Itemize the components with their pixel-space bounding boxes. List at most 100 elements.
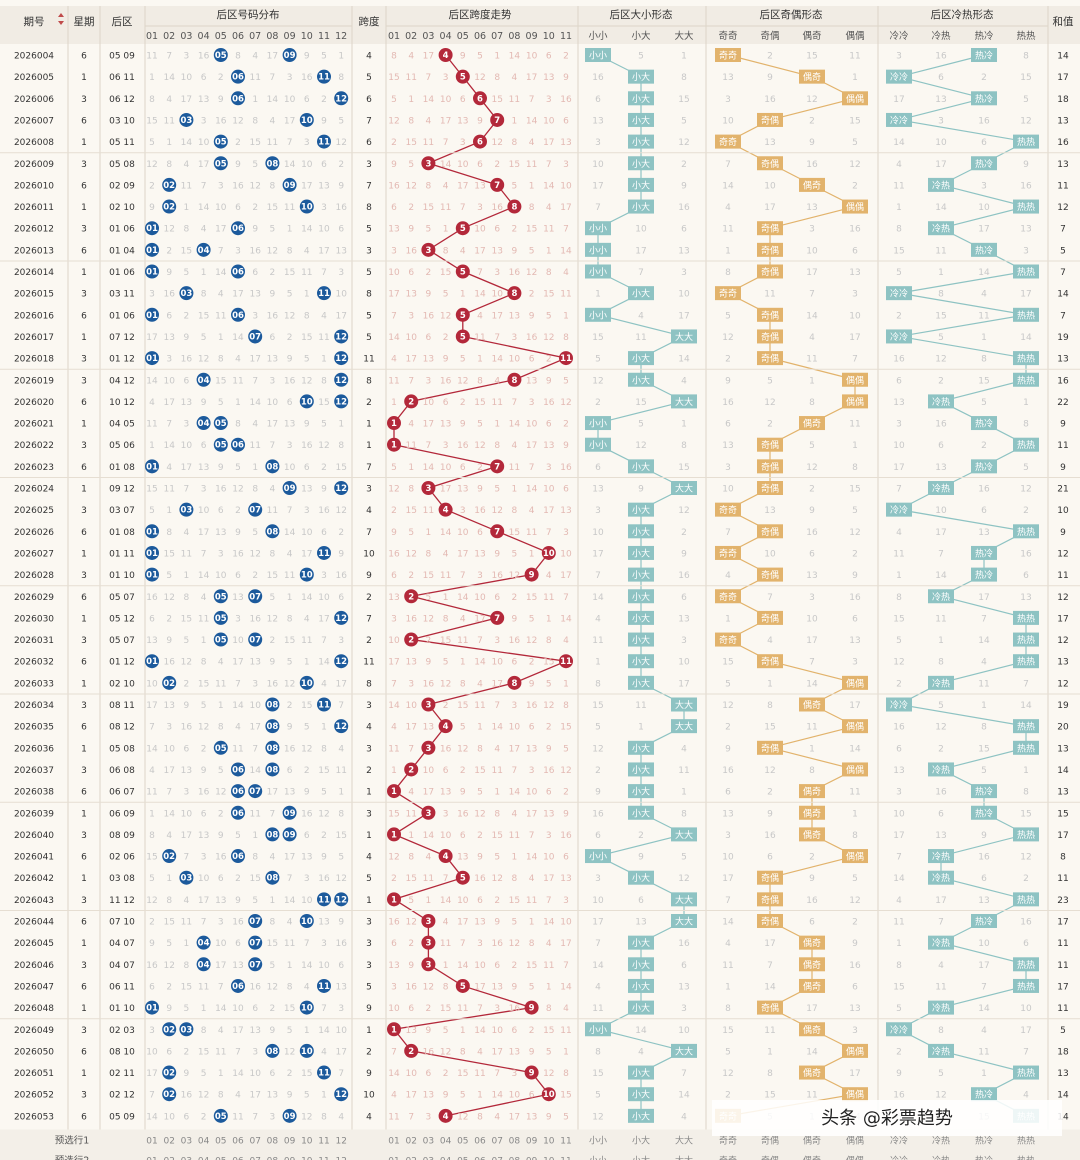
header-period[interactable]: 期号 xyxy=(24,16,45,28)
table-row[interactable]: 2026027 1 01 11 01 15 11 7 3 16 12 8 4 17 11 9 10 16 12 8 4… xyxy=(14,545,1069,560)
preselect-number[interactable]: 05 xyxy=(215,1157,226,1160)
table-row[interactable]: 2026032 6 01 12 01 16 12 8 4 17 13 9 5 1 14 12 11 17 13 9 5… xyxy=(14,654,1069,669)
table-row[interactable]: 2026044 6 07 10 2 15 11 7 3 16 07 8 4 10 13 9 3 16 12 3 4 17… xyxy=(0,910,1080,929)
table-row[interactable]: 2026045 1 04 07 9 5 1 04 10 6 07 15 11 7 3 16 3 6 2 3 11 7 3 1… xyxy=(14,935,1069,950)
preselect-heat[interactable]: 冷热 xyxy=(932,1135,950,1147)
preselect-number[interactable]: 07 xyxy=(249,1157,260,1160)
preselect-size[interactable]: 小大 xyxy=(632,1135,650,1147)
table-row[interactable]: 2026037 3 06 08 4 17 13 9 5 06 14 08 6 2 15 11 2 1 2 10 6 2 1… xyxy=(14,762,1069,777)
preselect-span[interactable]: 02 xyxy=(405,1157,416,1160)
table-row[interactable]: 2026043 3 11 12 12 8 4 17 13 9 5 1 14 10 11 12 1 1 5 1 14 10… xyxy=(14,892,1069,907)
preselect-number[interactable]: 08 xyxy=(267,1137,279,1147)
preselect-parity[interactable]: 偶偶 xyxy=(846,1135,864,1147)
table-row[interactable]: 2026019 3 04 12 14 10 6 04 15 11 7 3 16 12 8 12 8 11 7 3 16… xyxy=(0,368,1080,387)
table-row[interactable]: 2026026 6 01 08 01 8 4 17 13 9 5 08 14 10 6 2 7 9 5 1 14 10 6… xyxy=(14,524,1066,539)
preselect-span[interactable]: 04 xyxy=(440,1157,452,1160)
table-row[interactable]: 2026015 3 03 11 3 16 03 8 4 17 13 9 5 1 11 10 8 17 13 9 5 1 1… xyxy=(14,286,1069,301)
preselect-number[interactable]: 06 xyxy=(232,1137,244,1147)
preselect-span[interactable]: 05 xyxy=(457,1157,468,1160)
table-row[interactable]: 2026020 6 10 12 4 17 13 9 5 1 14 10 6 10 15 12 2 1 2 10 6 2 1… xyxy=(14,394,1069,409)
preselect-number[interactable]: 09 xyxy=(284,1137,296,1147)
preselect-row-1[interactable]: 预选行1 01 02 03 04 05 06 07 08 09 10 11 12 01 02 03 04 05 06… xyxy=(55,1135,1035,1147)
table-row[interactable]: 2026024 1 09 12 15 11 7 3 16 12 8 4 09 13 9 12 3 12 8 3 17 1… xyxy=(0,477,1080,496)
preselect-size[interactable]: 小小 xyxy=(589,1156,607,1160)
table-row[interactable]: 2026011 1 02 10 9 02 1 14 10 6 2 15 11 10 3 16 8 6 2 15 11 7… xyxy=(14,199,1069,214)
preselect-heat[interactable]: 热冷 xyxy=(975,1135,993,1147)
preselect-span[interactable]: 07 xyxy=(491,1137,502,1147)
preselect-span[interactable]: 06 xyxy=(474,1137,486,1147)
preselect-span[interactable]: 08 xyxy=(509,1157,521,1160)
preselect-span[interactable]: 01 xyxy=(388,1157,399,1160)
table-row[interactable]: 2026052 3 02 12 7 02 16 12 8 4 17 13 9 5 1 12 10 4 17 13 9 5… xyxy=(14,1087,1069,1102)
table-row[interactable]: 2026034 3 08 11 17 13 9 5 1 14 10 08 2 15 11 7 3 14 10 3 2 1… xyxy=(0,693,1080,712)
table-row[interactable]: 2026042 1 03 08 5 1 03 10 6 2 15 08 7 3 16 12 5 2 15 11 7 5 1… xyxy=(14,870,1069,885)
preselect-heat[interactable]: 热热 xyxy=(1017,1155,1035,1160)
table-row[interactable]: 2026013 6 01 04 01 2 15 04 7 3 16 12 8 4 17 13 3 3 16 3 8 4 1… xyxy=(14,242,1066,257)
table-row[interactable]: 2026038 6 06 07 11 7 3 16 12 06 07 17 13 9 5 1 1 1 4 17 13 9… xyxy=(14,784,1069,799)
preselect-span[interactable]: 11 xyxy=(560,1157,571,1160)
table-row[interactable]: 2026050 6 08 10 10 6 2 15 11 7 3 08 12 10 4 17 2 7 2 16 12 8… xyxy=(14,1043,1069,1058)
preselect-heat[interactable]: 热冷 xyxy=(975,1155,993,1160)
preselect-heat[interactable]: 冷热 xyxy=(932,1155,950,1160)
table-row[interactable]: 2026035 6 08 12 7 3 16 12 8 4 17 08 9 5 1 12 4 4 17 13 4 5 1 1… xyxy=(14,719,1069,734)
preselect-heat[interactable]: 热热 xyxy=(1017,1135,1035,1147)
table-row[interactable]: 2026014 1 01 06 01 9 5 1 14 06 6 2 15 11 7 3 5 10 6 2 15 5 7 3… xyxy=(0,260,1080,279)
table-row[interactable]: 2026016 6 01 06 01 6 2 15 11 06 3 16 12 8 4 17 5 7 3 16 12 5… xyxy=(14,307,1066,322)
preselect-size[interactable]: 小小 xyxy=(589,1136,607,1147)
preselect-span[interactable]: 06 xyxy=(474,1157,486,1160)
preselect-number[interactable]: 07 xyxy=(249,1137,260,1147)
table-row[interactable]: 2026018 3 01 12 01 3 16 12 8 4 17 13 9 5 1 12 11 4 17 13 9 5… xyxy=(14,351,1069,366)
table-row[interactable]: 2026006 3 06 12 8 4 17 13 9 06 1 14 10 6 2 12 6 5 1 14 10 6 6… xyxy=(14,91,1069,106)
preselect-number[interactable]: 11 xyxy=(318,1157,329,1160)
preselect-row-2[interactable]: 预选行2010203040506070809101112010203040506… xyxy=(55,1155,1035,1160)
preselect-span[interactable]: 02 xyxy=(405,1137,416,1147)
preselect-span[interactable]: 04 xyxy=(440,1137,452,1147)
table-row[interactable]: 2026048 1 01 10 01 9 5 1 14 10 6 2 15 10 7 3 9 10 6 2 15 11 7… xyxy=(14,1000,1069,1015)
table-row[interactable]: 2026051 1 02 11 17 02 9 5 1 14 10 6 2 15 11 7 9 14 10 6 2 15… xyxy=(14,1065,1069,1080)
preselect-number[interactable]: 10 xyxy=(301,1157,313,1160)
preselect-span[interactable]: 10 xyxy=(543,1137,555,1147)
preselect-span[interactable]: 03 xyxy=(423,1137,434,1147)
preselect-number[interactable]: 12 xyxy=(335,1137,346,1147)
table-row[interactable]: 2026046 3 04 07 16 12 8 04 17 13 07 5 1 14 10 6 3 13 9 3 1 1… xyxy=(14,957,1069,972)
preselect-number[interactable]: 02 xyxy=(163,1137,174,1147)
preselect-number[interactable]: 01 xyxy=(146,1137,157,1147)
table-row[interactable]: 2026022 3 05 06 1 14 10 6 05 06 11 7 3 16 12 8 1 1 11 7 3 16… xyxy=(14,437,1069,452)
preselect-span[interactable]: 07 xyxy=(491,1157,502,1160)
preselect-parity[interactable]: 奇偶 xyxy=(761,1155,779,1160)
preselect-number[interactable]: 01 xyxy=(146,1157,157,1160)
preselect-heat[interactable]: 冷冷 xyxy=(890,1155,908,1160)
preselect-number[interactable]: 03 xyxy=(181,1157,192,1160)
table-row[interactable]: 2026005 1 06 11 1 14 10 6 2 06 11 7 3 16 11 8 5 15 11 7 3 5 1… xyxy=(14,69,1069,84)
table-row[interactable]: 2026047 6 06 11 6 2 15 11 7 06 16 12 8 4 11 13 5 3 16 12 8 5… xyxy=(14,978,1069,993)
preselect-size[interactable]: 小大 xyxy=(632,1155,650,1160)
preselect-number[interactable]: 11 xyxy=(318,1137,329,1147)
table-row[interactable]: 2026028 3 01 10 01 5 1 14 10 6 2 15 11 10 3 16 9 6 2 15 11 7… xyxy=(14,567,1069,582)
table-row[interactable]: 2026030 1 05 12 6 2 15 11 05 3 16 12 8 4 17 12 7 3 16 12 8 4… xyxy=(14,610,1069,625)
preselect-number[interactable]: 08 xyxy=(267,1157,279,1160)
preselect-parity[interactable]: 偶奇 xyxy=(803,1135,821,1147)
preselect-parity[interactable]: 偶奇 xyxy=(803,1155,821,1160)
table-row[interactable]: 2026017 1 07 12 17 13 9 5 1 14 07 6 2 15 11 12 5 14 10 6 2 5… xyxy=(14,329,1069,344)
preselect-parity[interactable]: 奇奇 xyxy=(719,1155,737,1160)
preselect-size[interactable]: 大大 xyxy=(675,1155,693,1160)
table-row[interactable]: 2026007 6 03 10 15 11 03 3 16 12 8 4 17 10 9 5 7 12 8 4 17 1… xyxy=(14,112,1069,127)
preselect-span[interactable]: 05 xyxy=(457,1137,468,1147)
table-row[interactable]: 2026041 6 02 06 15 02 7 3 16 06 8 4 17 13 9 5 4 12 8 4 4 13 9… xyxy=(14,849,1066,864)
preselect-parity[interactable]: 偶偶 xyxy=(846,1155,864,1160)
table-row[interactable]: 2026036 1 05 08 14 10 6 2 05 11 7 08 16 12 8 4 3 11 7 3 16 1… xyxy=(14,740,1069,755)
preselect-number[interactable]: 09 xyxy=(284,1157,296,1160)
table-row[interactable]: 2026021 1 04 05 11 7 3 04 05 8 4 17 13 9 5 1 1 1 4 17 13 9 5 1… xyxy=(14,416,1066,431)
table-row[interactable]: 2026029 6 05 07 16 12 8 4 05 13 07 5 1 14 10 6 2 13 2 5 1 14… xyxy=(0,585,1080,604)
table-row[interactable]: 2026023 6 01 08 01 4 17 13 9 5 1 08 10 6 2 15 7 5 1 14 10 6 2… xyxy=(14,459,1066,474)
table-row[interactable]: 2026012 3 01 06 01 12 8 4 17 06 9 5 1 14 10 6 5 13 9 5 1 5 10… xyxy=(14,221,1066,236)
table-row[interactable]: 2026033 1 02 10 10 02 2 15 11 7 3 16 12 10 4 17 8 7 3 16 12… xyxy=(14,675,1069,690)
table-row[interactable]: 2026025 3 03 07 5 1 03 10 6 2 07 11 7 3 16 12 4 2 15 11 4 3 1… xyxy=(14,502,1069,517)
table-row[interactable]: 2026040 3 08 09 8 4 17 13 9 5 1 08 09 6 2 15 1 1 1 14 10 6 2 1… xyxy=(14,827,1069,842)
table-row[interactable]: 2026008 1 05 11 5 1 14 10 05 2 15 11 7 3 11 12 6 2 15 11 7 3… xyxy=(14,134,1069,149)
preselect-span[interactable]: 09 xyxy=(526,1137,538,1147)
preselect-number[interactable]: 04 xyxy=(198,1137,210,1147)
preselect-span[interactable]: 01 xyxy=(388,1137,399,1147)
table-row[interactable]: 2026039 1 06 09 1 14 10 6 2 06 11 7 09 16 12 8 3 15 11 3 3 1… xyxy=(0,801,1080,820)
preselect-span[interactable]: 09 xyxy=(526,1157,538,1160)
